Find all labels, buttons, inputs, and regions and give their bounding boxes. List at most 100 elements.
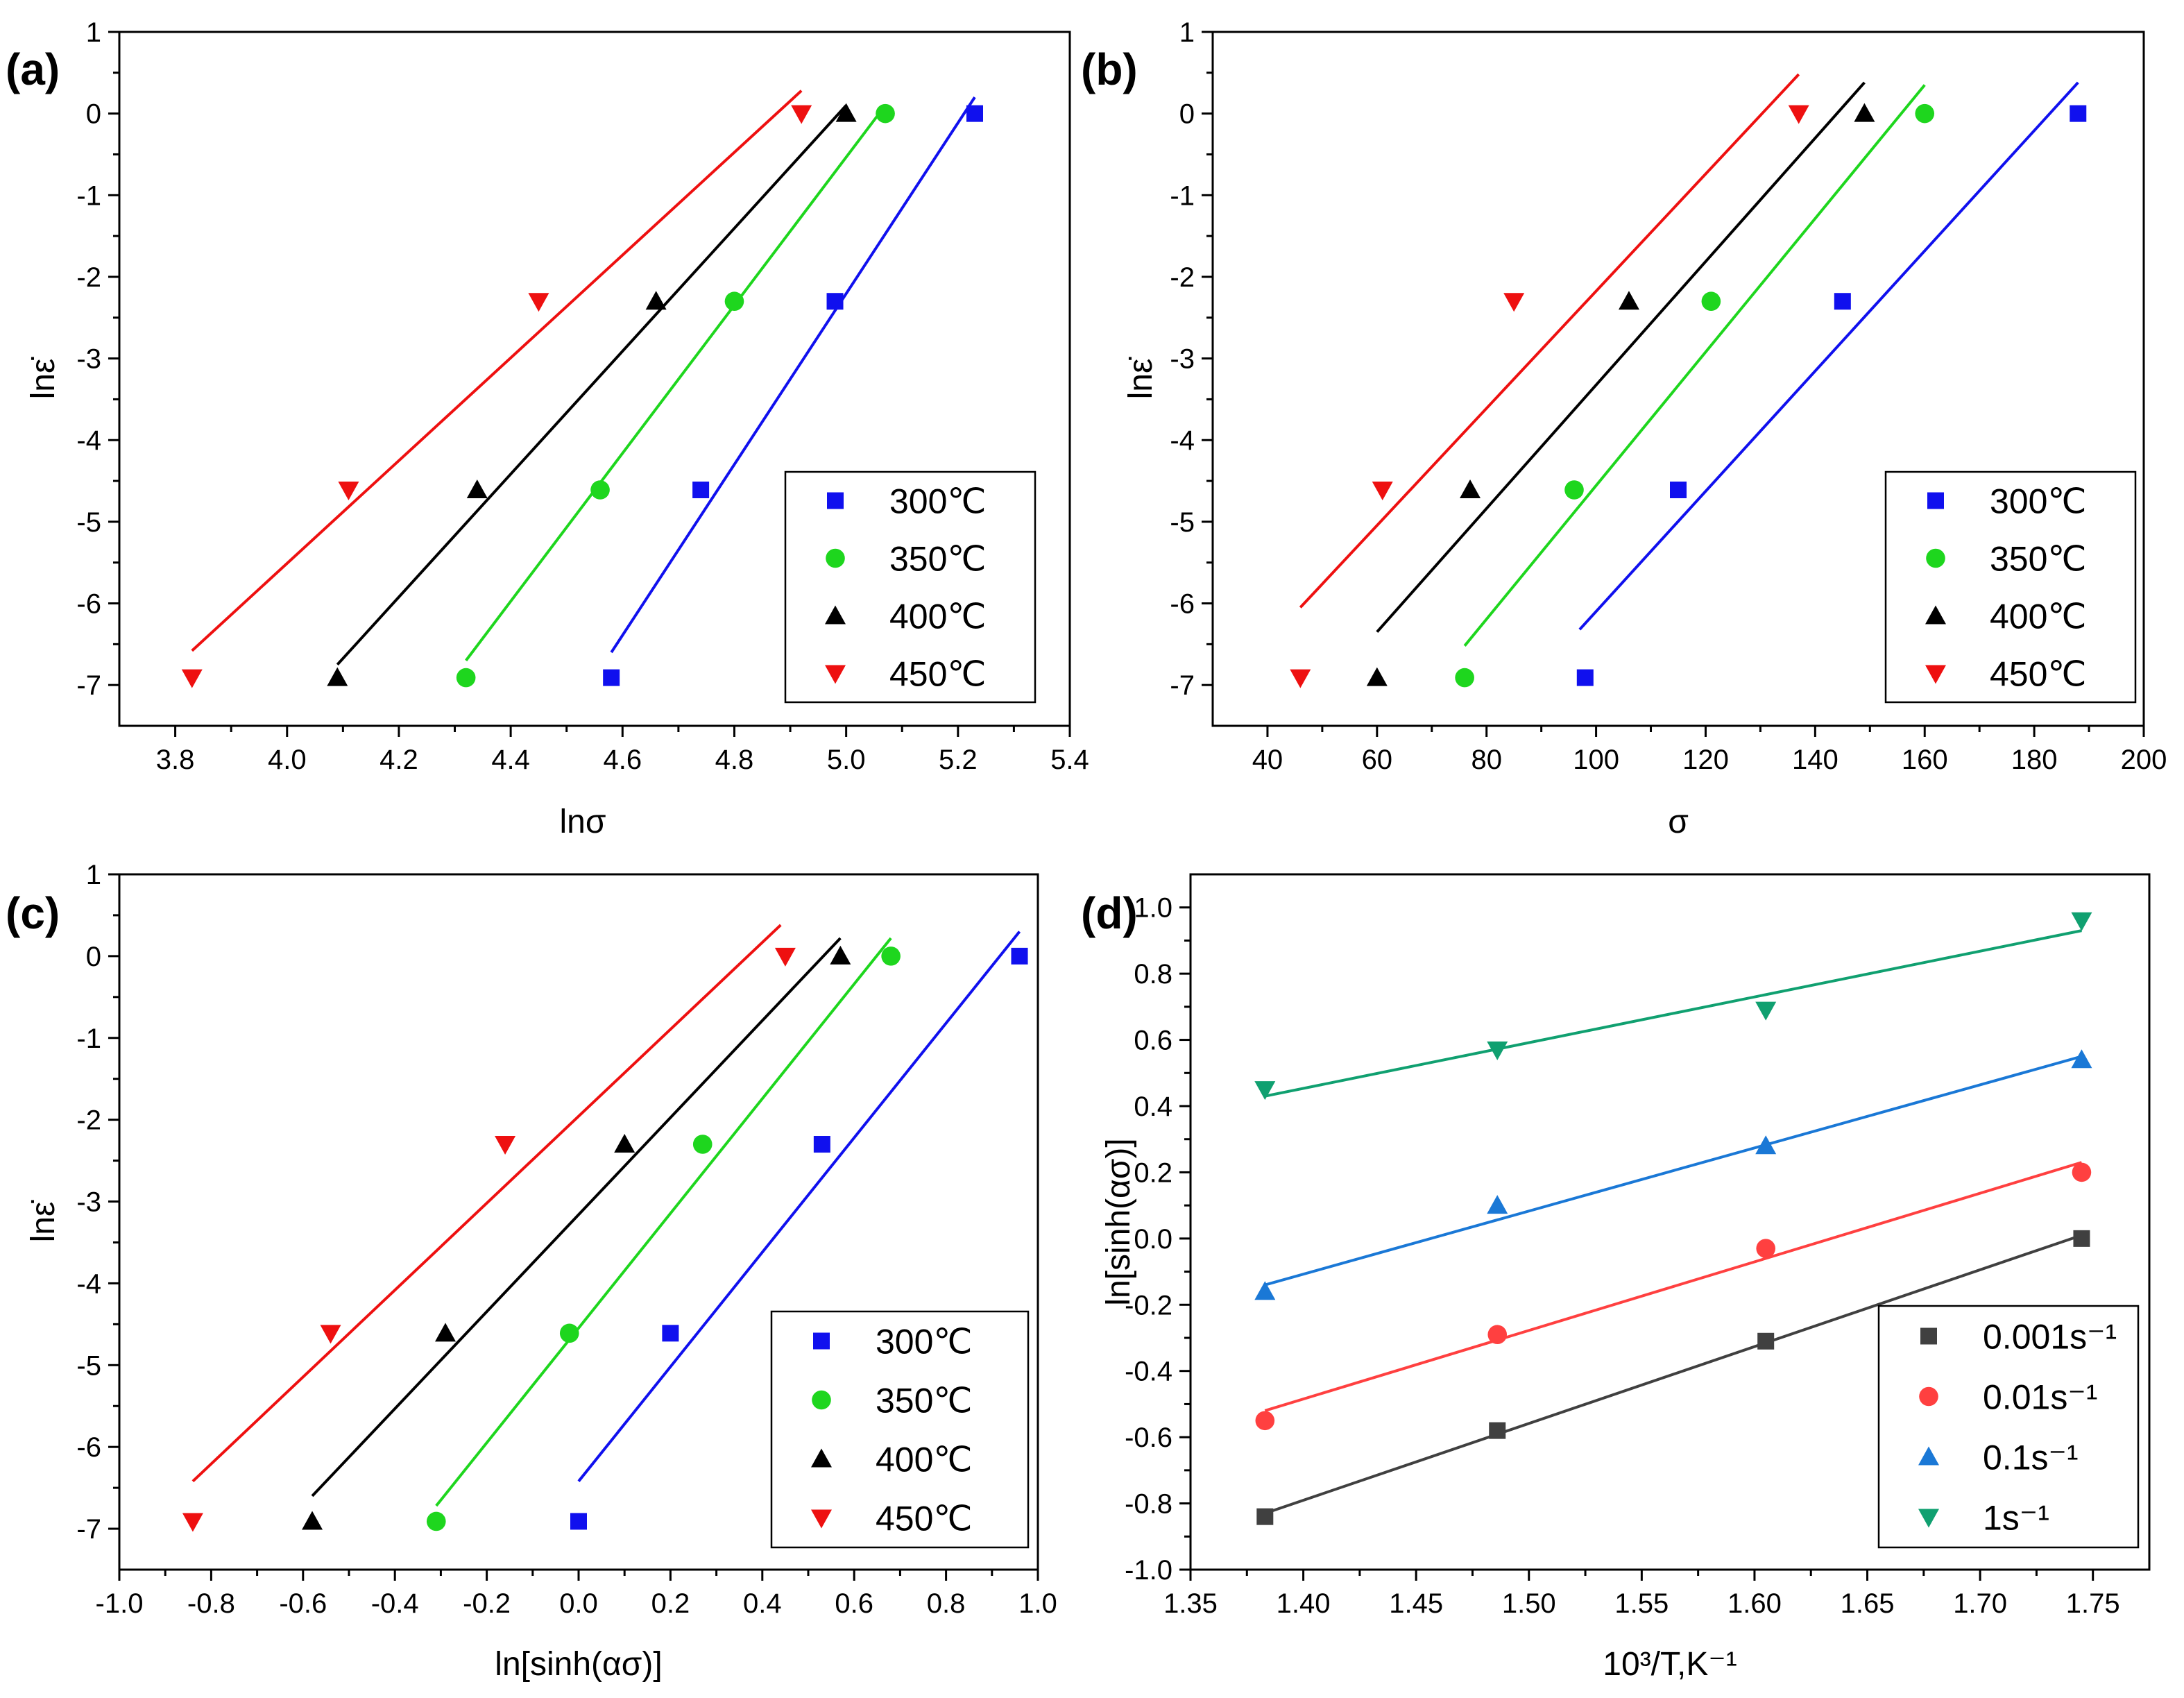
y-tick-label: -2 — [76, 262, 101, 293]
y-axis-label: lnε̇ — [1123, 357, 1159, 400]
panel-c: (c) -1.0 -0.8 -0.6 -0.4 -0.2 0.0 0.2 0.4 0.6 0.8 1.… — [6, 860, 1057, 1683]
data-point — [830, 945, 851, 965]
fit-line — [1299, 73, 1800, 609]
y-axis-label: ln[sinh(ασ)] — [1100, 1138, 1137, 1305]
y-tick-label: -0.6 — [1125, 1423, 1172, 1453]
x-tick-label: -0.4 — [371, 1588, 419, 1619]
x-tick-label: 1.50 — [1502, 1588, 1556, 1619]
x-tick-label: -1.0 — [96, 1588, 144, 1619]
y-tick-label: -1 — [1170, 180, 1195, 211]
y-tick-label: -4 — [76, 425, 101, 456]
y-tick-label: -7 — [76, 1514, 101, 1545]
y-tick-label: 1 — [86, 17, 101, 48]
x-tick-label: 1.45 — [1389, 1588, 1443, 1619]
x-tick-label: 100 — [1573, 745, 1619, 775]
legend-label: 400℃ — [876, 1441, 973, 1479]
legend-label: 300℃ — [1990, 482, 2087, 521]
series-3 — [182, 924, 796, 1532]
data-point — [966, 105, 983, 122]
y-tick-label: -0.8 — [1125, 1489, 1172, 1520]
data-point — [1564, 480, 1584, 500]
data-point — [2071, 1049, 2092, 1069]
series-1 — [426, 937, 901, 1531]
data-point — [570, 1513, 587, 1530]
x-tick-label: 140 — [1792, 745, 1839, 775]
data-point — [791, 105, 812, 124]
fit-line — [1264, 1234, 2083, 1515]
x-axis-label: 10³/T,K⁻¹ — [1603, 1646, 1737, 1683]
legend-marker — [825, 605, 846, 625]
y-tick-label: 0.8 — [1134, 959, 1172, 990]
x-tick-label: 4.2 — [379, 745, 418, 775]
data-point — [826, 293, 844, 310]
fit-line — [1463, 84, 1926, 647]
x-tick-label: 1.0 — [1018, 1588, 1057, 1619]
y-tick-label: -6 — [76, 1432, 101, 1463]
legend-box — [1877, 1305, 2140, 1549]
fit-line — [1264, 1161, 2083, 1412]
legend-label: 350℃ — [1990, 540, 2087, 579]
data-point — [1618, 291, 1639, 310]
series-0 — [1256, 1230, 2090, 1525]
data-point — [1254, 1081, 1276, 1101]
data-point — [1011, 947, 1028, 965]
legend-marker — [1920, 1327, 1937, 1345]
legend-box — [784, 470, 1036, 704]
series-2 — [1254, 1049, 2092, 1300]
series-2 — [302, 937, 851, 1530]
series-0 — [570, 931, 1028, 1530]
y-tick-label: -7 — [76, 670, 101, 701]
series-2 — [327, 103, 857, 686]
data-point — [1915, 103, 1935, 124]
legend-marker — [1919, 1386, 1938, 1407]
y-tick-label: -3 — [76, 1187, 101, 1218]
legend-label: 450℃ — [1990, 655, 2087, 694]
x-tick-label: 0.4 — [743, 1588, 782, 1619]
data-point — [1366, 667, 1388, 686]
data-point — [338, 482, 359, 500]
y-tick-label: -2 — [76, 1105, 101, 1136]
y-tick-label: 1 — [1179, 17, 1195, 48]
y-tick-label: 1 — [86, 860, 101, 890]
series-0 — [1576, 81, 2087, 686]
legend-label: 350℃ — [876, 1382, 973, 1420]
data-point — [466, 479, 488, 498]
data-point — [456, 668, 476, 688]
data-point — [1503, 293, 1525, 312]
x-tick-label: 4.4 — [491, 745, 530, 775]
data-point — [813, 1136, 830, 1153]
x-axis-label: lnσ — [560, 804, 606, 840]
x-tick-label: 160 — [1902, 745, 1948, 775]
fit-line — [191, 90, 803, 652]
data-point — [1701, 291, 1721, 312]
series-3 — [1290, 73, 1809, 688]
legend-marker — [811, 1509, 832, 1529]
panel-label: (b) — [1081, 44, 1138, 94]
data-point — [1487, 1195, 1508, 1214]
data-point — [426, 1511, 446, 1531]
plot-frame — [1189, 873, 2151, 1571]
x-tick-label: 1.55 — [1614, 1588, 1669, 1619]
y-tick-label: -5 — [76, 1350, 101, 1381]
data-point — [528, 293, 549, 312]
legend-label: 400℃ — [1990, 597, 2087, 636]
y-axis-label: lnε̇ — [25, 1200, 62, 1243]
x-tick-label: 0.8 — [927, 1588, 966, 1619]
data-point — [181, 669, 203, 688]
y-tick-label: -5 — [76, 507, 101, 538]
fit-line — [465, 104, 887, 662]
y-tick-label: -5 — [1170, 507, 1195, 538]
data-point — [662, 1325, 679, 1342]
x-tick-label: 0.6 — [835, 1588, 873, 1619]
data-point — [320, 1325, 341, 1344]
x-tick-label: 5.2 — [939, 745, 978, 775]
y-tick-label: -1.0 — [1125, 1555, 1172, 1586]
y-tick-label: -4 — [76, 1268, 101, 1299]
data-point — [1455, 668, 1474, 688]
legend-marker — [825, 665, 846, 684]
x-tick-label: 200 — [2121, 745, 2167, 775]
x-tick-label: 60 — [1362, 745, 1393, 775]
legend: 300℃ 350℃ 400℃ 450℃ — [770, 1310, 1030, 1549]
data-point — [1460, 479, 1481, 498]
legend-label: 450℃ — [876, 1500, 973, 1538]
